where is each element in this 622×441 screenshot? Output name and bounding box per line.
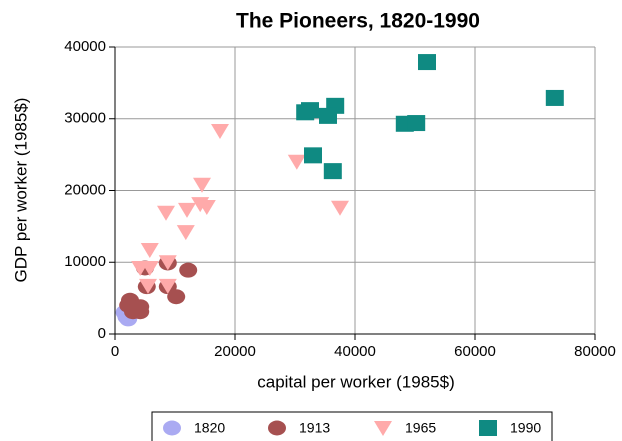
y-axis-label: GDP per worker (1985$): [11, 98, 30, 283]
legend-label: 1990: [510, 420, 541, 436]
x-axis-label: capital per worker (1985$): [257, 372, 454, 391]
data-point: [158, 255, 177, 271]
y-tick-label: 0: [98, 325, 106, 342]
data-point: [331, 200, 349, 216]
legend-label: 1965: [405, 420, 436, 436]
data-point: [304, 147, 322, 164]
data-point: [197, 200, 216, 216]
x-tick-label: 40000: [334, 343, 376, 360]
data-point: [167, 289, 186, 305]
data-point: [323, 163, 342, 180]
legend-swatch: [268, 420, 286, 436]
x-tick-label: 0: [111, 343, 119, 360]
data-point: [139, 278, 157, 294]
legend-swatch: [374, 421, 392, 436]
data-point: [176, 225, 195, 241]
y-tick-label: 30000: [64, 110, 106, 127]
data-point: [140, 260, 159, 276]
legend-label: 1913: [299, 420, 330, 436]
data-point: [407, 115, 426, 132]
x-tick-label: 60000: [454, 343, 496, 360]
data-point: [287, 154, 306, 170]
y-tick-label: 20000: [64, 181, 106, 198]
x-tick-label: 20000: [214, 343, 256, 360]
data-point: [301, 102, 319, 119]
data-point: [418, 54, 436, 71]
data-point: [178, 202, 196, 218]
data-point: [157, 205, 175, 221]
data-point: [319, 107, 337, 124]
y-tick-label: 10000: [64, 253, 106, 270]
data-point: [211, 123, 229, 139]
data-point: [140, 243, 159, 259]
chart-title: The Pioneers, 1820-1990: [236, 10, 480, 33]
data-point: [131, 304, 150, 320]
x-tick-label: 80000: [574, 343, 616, 360]
y-tick-label: 40000: [64, 38, 106, 55]
legend-label: 1820: [194, 420, 225, 436]
data-point: [545, 89, 564, 106]
data-point: [193, 177, 211, 193]
data-point: [158, 278, 177, 294]
legend-swatch: [479, 420, 497, 436]
data-point: [179, 262, 198, 278]
legend-swatch: [163, 420, 181, 436]
